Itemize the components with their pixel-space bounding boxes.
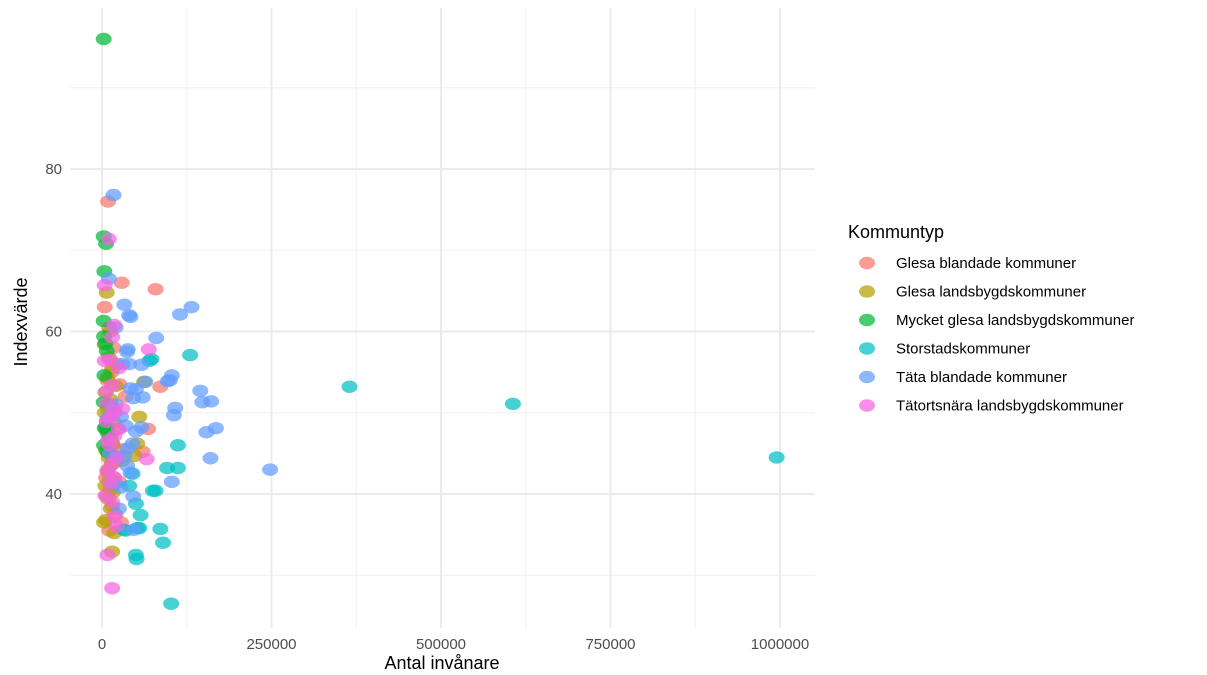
data-point — [96, 369, 113, 382]
data-point — [147, 283, 164, 296]
data-point — [104, 330, 121, 344]
data-point — [155, 536, 172, 549]
data-point — [131, 410, 148, 424]
data-point — [262, 463, 279, 476]
y-tick-label: 40 — [45, 486, 62, 503]
data-point — [132, 508, 149, 522]
data-point — [96, 278, 113, 292]
data-point — [128, 552, 145, 566]
data-point — [106, 318, 123, 332]
x-axis-tick-labels: 0 250000 500000 750000 1000000 — [98, 636, 809, 653]
data-point — [110, 361, 127, 375]
data-point — [169, 439, 186, 452]
data-point — [113, 276, 130, 289]
data-point — [202, 452, 219, 465]
legend-key — [859, 256, 875, 270]
data-points — [95, 32, 785, 610]
data-point — [144, 484, 161, 497]
data-point — [163, 597, 180, 610]
data-point — [100, 232, 117, 246]
data-point — [133, 421, 150, 434]
data-point — [203, 395, 220, 408]
data-point — [105, 188, 122, 202]
legend-label: Storstadskommuner — [896, 341, 1030, 358]
major-gridlines — [70, 8, 815, 628]
data-point — [159, 461, 176, 475]
data-point — [198, 426, 215, 439]
y-tick-label: 80 — [45, 161, 62, 178]
data-point — [98, 415, 115, 428]
y-axis-title: Indexvärde — [11, 277, 31, 366]
data-point — [102, 477, 119, 490]
data-point — [125, 523, 142, 536]
legend-label: Glesa landsbygdskommuner — [896, 284, 1086, 301]
x-tick-label: 750000 — [585, 636, 635, 653]
data-point — [165, 408, 182, 422]
data-point — [116, 298, 133, 311]
x-tick-label: 0 — [98, 636, 106, 653]
data-point — [99, 548, 116, 562]
data-point — [148, 331, 165, 345]
data-point — [768, 451, 785, 464]
data-point — [106, 510, 123, 523]
legend-label: Mycket glesa landsbygdskommuner — [896, 312, 1134, 329]
data-point — [140, 343, 157, 356]
data-point — [95, 32, 112, 46]
legend-title: Kommuntyp — [848, 222, 944, 242]
legend-key — [859, 399, 875, 412]
data-point — [182, 348, 199, 362]
data-point — [119, 345, 136, 359]
y-axis-tick-labels: 40 60 80 — [45, 161, 62, 503]
data-point — [192, 384, 209, 398]
legend-key — [859, 370, 875, 384]
legend-key — [859, 313, 875, 327]
x-axis-title: Antal invånare — [384, 653, 499, 673]
data-point — [152, 522, 169, 536]
data-point — [163, 475, 180, 489]
y-tick-label: 60 — [45, 324, 62, 341]
legend-label: Glesa blandade kommuner — [896, 255, 1076, 272]
data-point — [159, 374, 176, 388]
data-point — [138, 452, 155, 466]
data-point — [122, 466, 139, 480]
x-tick-label: 250000 — [246, 636, 296, 653]
legend-key — [859, 342, 875, 355]
data-point — [104, 495, 121, 509]
data-point — [341, 380, 358, 393]
data-point — [104, 582, 121, 595]
data-point — [171, 308, 188, 321]
data-point — [121, 309, 138, 322]
legend: Kommuntyp Glesa blandade kommuner Glesa l… — [848, 222, 1134, 415]
data-point — [504, 397, 521, 411]
legend-label: Täta blandade kommuner — [896, 369, 1067, 386]
data-point — [101, 439, 118, 452]
data-point — [114, 402, 131, 415]
data-point — [98, 385, 115, 398]
data-point — [102, 353, 119, 367]
data-point — [125, 490, 142, 503]
x-tick-label: 1000000 — [751, 636, 809, 653]
data-point — [125, 391, 142, 405]
x-tick-label: 500000 — [416, 636, 466, 653]
data-point — [133, 358, 150, 372]
data-point — [108, 520, 125, 533]
legend-label: Tätortsnära landsbygdskommuner — [896, 398, 1124, 415]
data-point — [183, 300, 200, 314]
data-point — [96, 300, 113, 314]
legend-key — [859, 285, 875, 298]
minor-gridlines — [70, 8, 815, 628]
